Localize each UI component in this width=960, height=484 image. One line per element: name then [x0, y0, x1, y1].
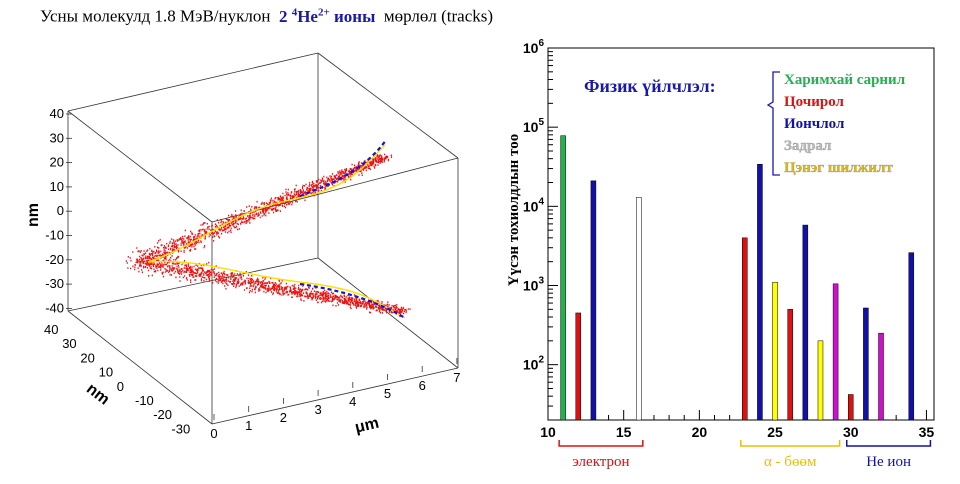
histogram-bar [787, 309, 793, 421]
bars [560, 135, 915, 421]
z-tick-label: -30 [45, 276, 64, 291]
title-suffix: мөрлөл (tracks) [383, 6, 494, 26]
y-tick-label: 102 [523, 355, 545, 373]
y-tick-label: -10 [135, 393, 154, 408]
z-axis-label: nm [25, 203, 42, 227]
group-bracket [558, 440, 644, 447]
x-tick-label: 1 [245, 418, 252, 433]
x-tick-label: 35 [919, 424, 935, 440]
legend-item: Иончлол [784, 116, 845, 132]
y-axis-label: nm [83, 380, 112, 408]
x-tick-label: 30 [843, 424, 859, 440]
legend: Физик үйлчлэл: Харимхай сарнил Цочирол Ион… [584, 71, 906, 176]
histogram-bar [575, 312, 582, 421]
z-axis-ticks: 40 30 20 10 0 -10 -20 -30 -40 [45, 106, 72, 315]
x-tick-label: 10 [540, 424, 556, 440]
z-tick-label: 30 [50, 130, 64, 145]
y-tick-label: 105 [523, 117, 545, 135]
track-lower-core [147, 260, 406, 319]
legend-item: Цэнэг шилжилт [784, 160, 893, 176]
legend-item: Цочирол [784, 94, 845, 110]
histogram-bar [863, 307, 869, 421]
z-tick-label: -40 [45, 300, 64, 315]
y-tick-label: -30 [171, 421, 190, 436]
box-frame [67, 52, 459, 425]
legend-title: Физик үйлчлэл: [584, 76, 716, 96]
histogram-bar [878, 332, 884, 421]
x-tick-label: 5 [384, 386, 391, 401]
x-groups: электрон α - бөөм Не ион [558, 440, 932, 470]
histogram-chart: 102 103 104 105 106 10 15 20 25 30 35 электрон α -… [506, 38, 935, 470]
group-label: электрон [572, 454, 629, 470]
x-tick-label: 7 [453, 370, 460, 385]
y-tick-label: 103 [523, 275, 545, 293]
x-tick-label: 4 [349, 394, 356, 409]
y-tick-label: 10 [99, 365, 113, 380]
y-tick-label: 30 [62, 336, 76, 351]
page-title: Усны молекулд 1.8 МэВ/нуклон 2 4He2+ ион… [40, 6, 493, 27]
title-prefix: Усны молекулд 1.8 МэВ/нуклон [40, 6, 271, 26]
x-tick-label: 25 [767, 424, 783, 440]
x-axis-label: μm [353, 415, 380, 437]
group-label: Не ион [866, 454, 911, 470]
track-scatter [125, 153, 411, 317]
z-tick-label: -20 [45, 252, 64, 267]
group-bracket [740, 440, 841, 447]
histogram-bar [560, 135, 566, 421]
y-tick-label: 106 [523, 38, 545, 56]
x-tick-label: 2 [280, 410, 287, 425]
x-axis-ticks: 0 1 2 3 4 5 6 7 [210, 358, 461, 441]
y-tick-label: -20 [153, 407, 172, 422]
x-tick-label: 15 [616, 424, 632, 440]
x-tick-label: 6 [419, 378, 426, 393]
histogram-bar [636, 197, 642, 421]
track-upper-core [147, 144, 386, 263]
track-lines [147, 139, 406, 319]
z-tick-label: 10 [50, 179, 64, 194]
z-tick-label: -10 [45, 228, 64, 243]
track-lower-ion [299, 282, 406, 319]
group-label: α - бөөм [764, 454, 817, 470]
y-axis-ticks: 102 103 104 105 106 [523, 38, 558, 407]
histogram-bar [817, 340, 824, 421]
y-tick-label: 40 [44, 322, 58, 337]
histogram-bar [742, 237, 748, 421]
legend-item: Задрал [784, 138, 832, 154]
histogram-bar [908, 252, 915, 421]
z-tick-label: 40 [50, 106, 64, 121]
x-tick-label: 3 [314, 402, 321, 417]
z-tick-label: 0 [57, 203, 64, 218]
legend-item: Харимхай сарнил [784, 72, 906, 88]
legend-bracket [766, 71, 780, 176]
z-tick-label: 20 [50, 155, 64, 170]
y-axis-ticks: 40 30 20 10 0 -10-20-30 [44, 322, 190, 436]
histogram-bar [590, 180, 597, 421]
histogram-bar [772, 281, 778, 421]
histogram-bar [832, 283, 839, 421]
x-tick-label: 0 [210, 426, 217, 441]
histogram-bar [802, 224, 809, 421]
plot-frame [547, 47, 935, 421]
x-tick-label: 20 [692, 424, 708, 440]
histogram-bar [757, 164, 763, 421]
group-bracket [845, 440, 932, 447]
y-tick-label: 0 [117, 379, 124, 394]
ion-label: 2 4He2+ ионы [278, 6, 376, 26]
track-upper-ion [299, 139, 387, 198]
x-axis-ticks: 10 15 20 25 30 35 [540, 410, 934, 440]
y-axis-label: Үүсэн тохиолдлын тоо [506, 134, 522, 286]
histogram-bar [847, 394, 854, 421]
y-tick-label: 20 [80, 350, 94, 365]
y-tick-label: 104 [523, 196, 545, 214]
